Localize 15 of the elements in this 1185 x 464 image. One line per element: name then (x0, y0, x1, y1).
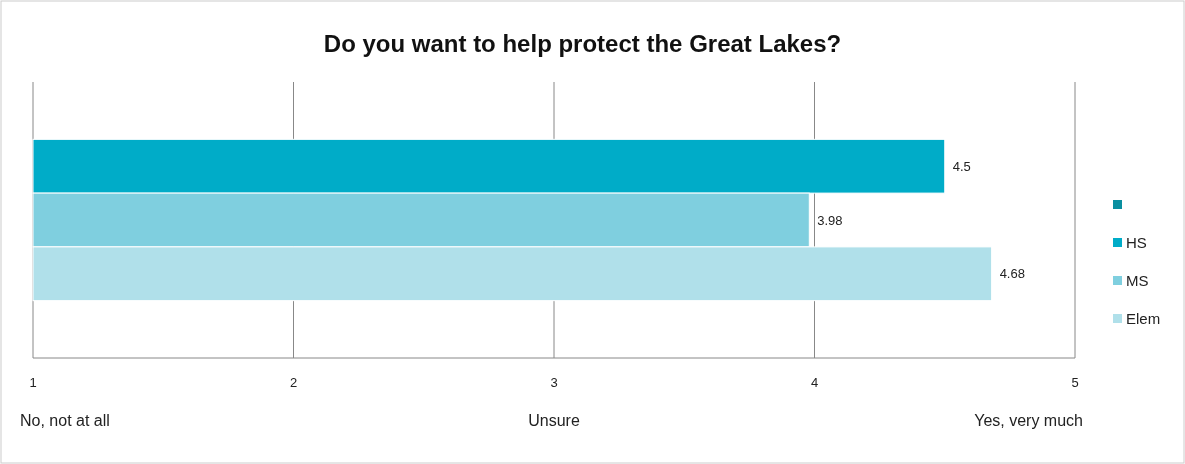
x-tick-label: 4 (810, 375, 819, 390)
data-label: 3.98 (817, 212, 843, 228)
x-tick-label: 1 (29, 375, 37, 390)
x-tick-label: 3 (550, 375, 558, 390)
legend-label: Elem (1126, 310, 1161, 328)
data-label: 4.5 (952, 158, 971, 174)
text: No, not at all (20, 412, 110, 429)
legend-label: HS (1126, 234, 1147, 252)
x-tick-label: 2 (289, 375, 298, 390)
legend-label: MS (1126, 272, 1149, 290)
x-tick-label: 5 (1071, 375, 1079, 390)
chart-title: Do you want to help protect the Great Lakes? (323, 30, 842, 57)
data-label: 4.68 (999, 266, 1025, 282)
text: Unsure (528, 412, 580, 429)
text: Yes, very much (974, 412, 1083, 429)
